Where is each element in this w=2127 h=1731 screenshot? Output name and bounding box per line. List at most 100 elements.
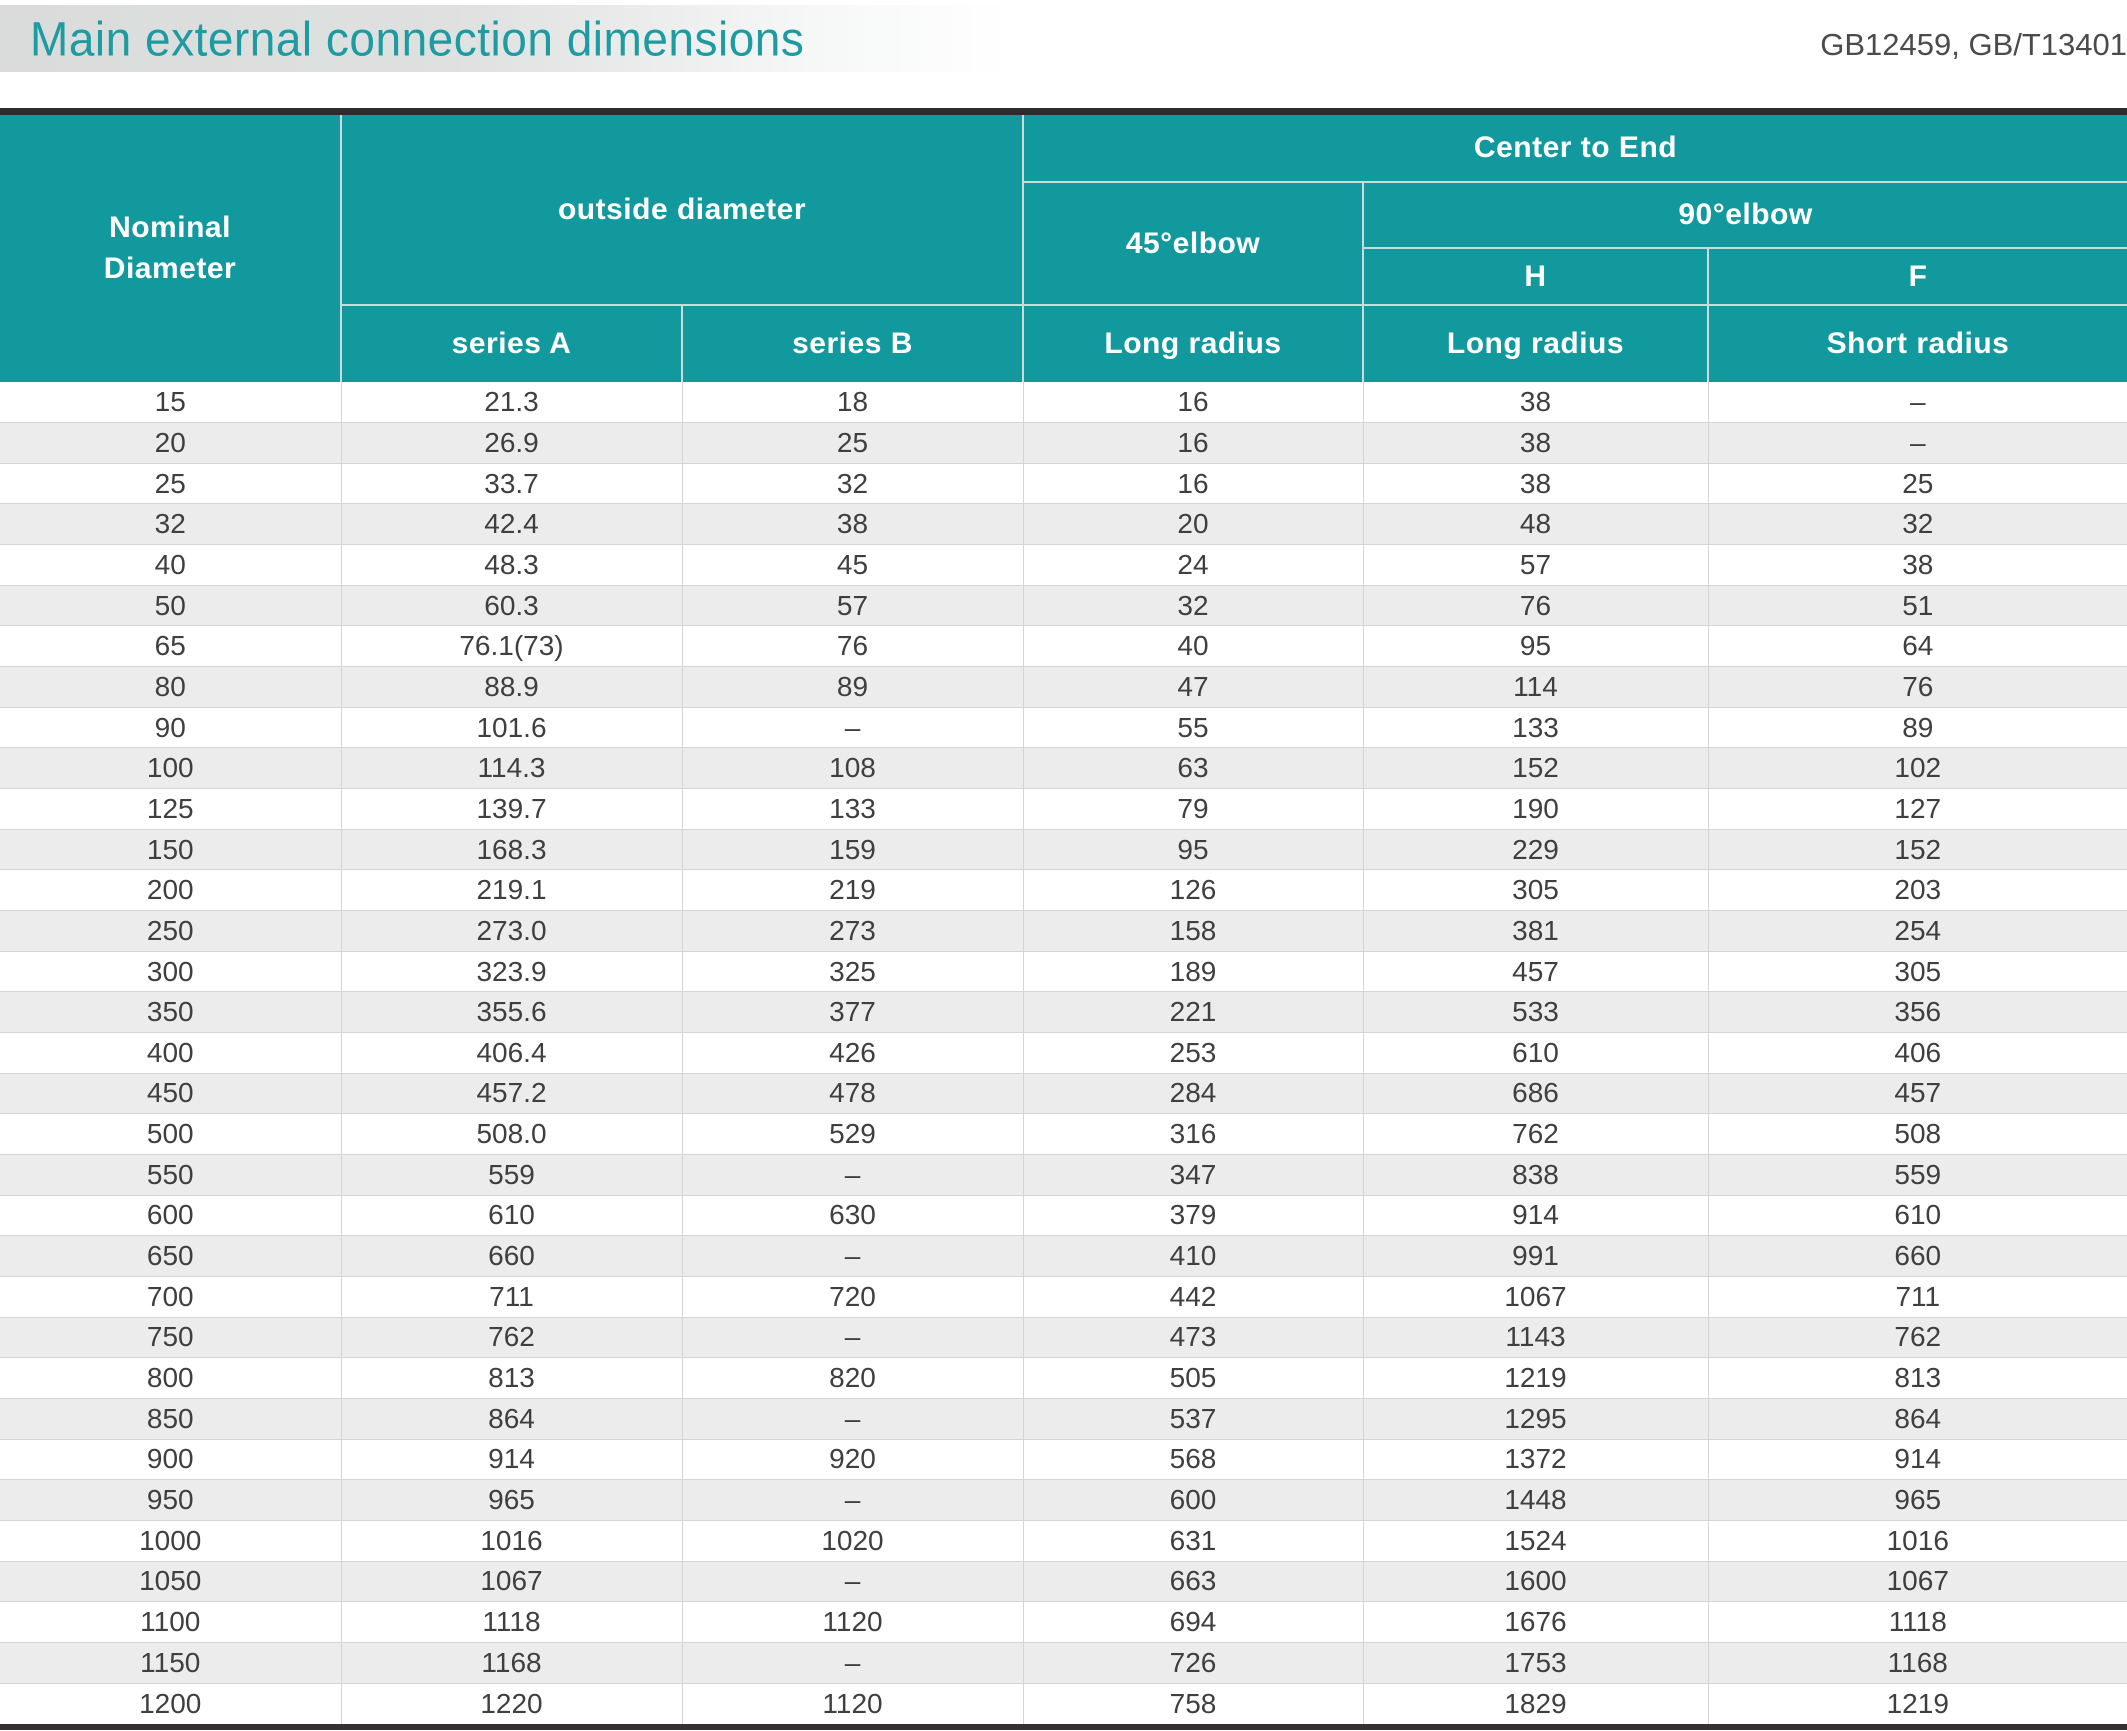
- table-cell: 500: [0, 1114, 341, 1155]
- table-cell: –: [682, 1154, 1023, 1195]
- col-header-series-a: series A: [341, 305, 682, 382]
- table-cell: –: [1708, 382, 2127, 423]
- table-cell: 1118: [341, 1602, 682, 1643]
- col-header-center-to-end: Center to End: [1023, 115, 2127, 182]
- table-cell: 457: [1708, 1073, 2127, 1114]
- col-header-90-elbow: 90°elbow: [1363, 182, 2127, 248]
- table-cell: 133: [1363, 707, 1708, 748]
- table-cell: 18: [682, 382, 1023, 423]
- table-cell: 32: [1708, 504, 2127, 545]
- table-cell: 1067: [1363, 1276, 1708, 1317]
- table-cell: 20: [0, 423, 341, 464]
- table-row: 1521.3181638–: [0, 382, 2127, 423]
- table-cell: 316: [1023, 1114, 1363, 1155]
- table-cell: 1118: [1708, 1602, 2127, 1643]
- table-row: 5060.357327651: [0, 585, 2127, 626]
- table-cell: 505: [1023, 1358, 1363, 1399]
- table-cell: 1676: [1363, 1602, 1708, 1643]
- table-cell: 63: [1023, 748, 1363, 789]
- table-cell: 537: [1023, 1398, 1363, 1439]
- table-cell: –: [682, 1236, 1023, 1277]
- table-cell: 25: [0, 463, 341, 504]
- table-cell: 813: [341, 1358, 682, 1399]
- table-cell: 114: [1363, 667, 1708, 708]
- dimensions-table: Nominal Diameter outside diameter Center…: [0, 108, 2127, 1730]
- table-cell: 1143: [1363, 1317, 1708, 1358]
- table-cell: 273: [682, 911, 1023, 952]
- table-row: 600610630379914610: [0, 1195, 2127, 1236]
- table-cell: 991: [1363, 1236, 1708, 1277]
- table-cell: 610: [1708, 1195, 2127, 1236]
- table-cell: 88.9: [341, 667, 682, 708]
- table-cell: 102: [1708, 748, 2127, 789]
- table-cell: 100: [0, 748, 341, 789]
- table-cell: 38: [1363, 463, 1708, 504]
- table-cell: 529: [682, 1114, 1023, 1155]
- table-cell: 168.3: [341, 829, 682, 870]
- title-banner: Main external connection dimensions: [0, 5, 1012, 72]
- table-cell: 42.4: [341, 504, 682, 545]
- table-cell: 45: [682, 545, 1023, 586]
- table-header: Nominal Diameter outside diameter Center…: [0, 115, 2127, 382]
- table-cell: 40: [0, 545, 341, 586]
- table-cell: 32: [1023, 585, 1363, 626]
- table-row: 500508.0529316762508: [0, 1114, 2127, 1155]
- table-row: 4048.345245738: [0, 545, 2127, 586]
- table-row: 8008138205051219813: [0, 1358, 2127, 1399]
- table-cell: 190: [1363, 789, 1708, 830]
- table-cell: 406.4: [341, 1033, 682, 1074]
- table-cell: 400: [0, 1033, 341, 1074]
- table-cell: 80: [0, 667, 341, 708]
- table-cell: 254: [1708, 911, 2127, 952]
- table-cell: 1100: [0, 1602, 341, 1643]
- col-header-f: F: [1708, 248, 2127, 305]
- table-row: 90101.6–5513389: [0, 707, 2127, 748]
- table-cell: 750: [0, 1317, 341, 1358]
- table-cell: 125: [0, 789, 341, 830]
- table-cell: 965: [341, 1480, 682, 1521]
- table-cell: 25: [1708, 463, 2127, 504]
- table-row: 450457.2478284686457: [0, 1073, 2127, 1114]
- table-cell: 203: [1708, 870, 2127, 911]
- table-cell: 300: [0, 951, 341, 992]
- table-cell: 89: [1708, 707, 2127, 748]
- table-cell: 305: [1363, 870, 1708, 911]
- table-cell: 95: [1023, 829, 1363, 870]
- table-cell: 21.3: [341, 382, 682, 423]
- table-cell: 25: [682, 423, 1023, 464]
- table-body: 1521.3181638–2026.9251638–2533.732163825…: [0, 382, 2127, 1724]
- table-cell: 26.9: [341, 423, 682, 464]
- table-cell: 457: [1363, 951, 1708, 992]
- table-top-border: [0, 108, 2127, 115]
- table-cell: 159: [682, 829, 1023, 870]
- table-row: 400406.4426253610406: [0, 1033, 2127, 1074]
- table-cell: 108: [682, 748, 1023, 789]
- table-cell: 79: [1023, 789, 1363, 830]
- table-row: 650660–410991660: [0, 1236, 2127, 1277]
- table-cell: 650: [0, 1236, 341, 1277]
- table-cell: 600: [1023, 1480, 1363, 1521]
- table-cell: 1067: [1708, 1561, 2127, 1602]
- table-cell: 663: [1023, 1561, 1363, 1602]
- table-row: 3242.438204832: [0, 504, 2127, 545]
- table-cell: 76: [1708, 667, 2127, 708]
- table-cell: 64: [1708, 626, 2127, 667]
- table-cell: 1168: [341, 1642, 682, 1683]
- table-bottom-border: [0, 1724, 2127, 1730]
- table-cell: 1829: [1363, 1683, 1708, 1724]
- table-cell: 686: [1363, 1073, 1708, 1114]
- table-cell: 1168: [1708, 1642, 2127, 1683]
- table-cell: –: [1708, 423, 2127, 464]
- table-cell: 850: [0, 1398, 341, 1439]
- table-cell: 221: [1023, 992, 1363, 1033]
- table-row: 950965–6001448965: [0, 1480, 2127, 1521]
- col-header-h: H: [1363, 248, 1708, 305]
- table-cell: 15: [0, 382, 341, 423]
- table-cell: 355.6: [341, 992, 682, 1033]
- table-cell: 864: [1708, 1398, 2127, 1439]
- col-header-nominal-diameter: Nominal Diameter: [0, 115, 341, 382]
- table-cell: 630: [682, 1195, 1023, 1236]
- table-cell: 1219: [1708, 1683, 2127, 1724]
- table-cell: 33.7: [341, 463, 682, 504]
- table-cell: 410: [1023, 1236, 1363, 1277]
